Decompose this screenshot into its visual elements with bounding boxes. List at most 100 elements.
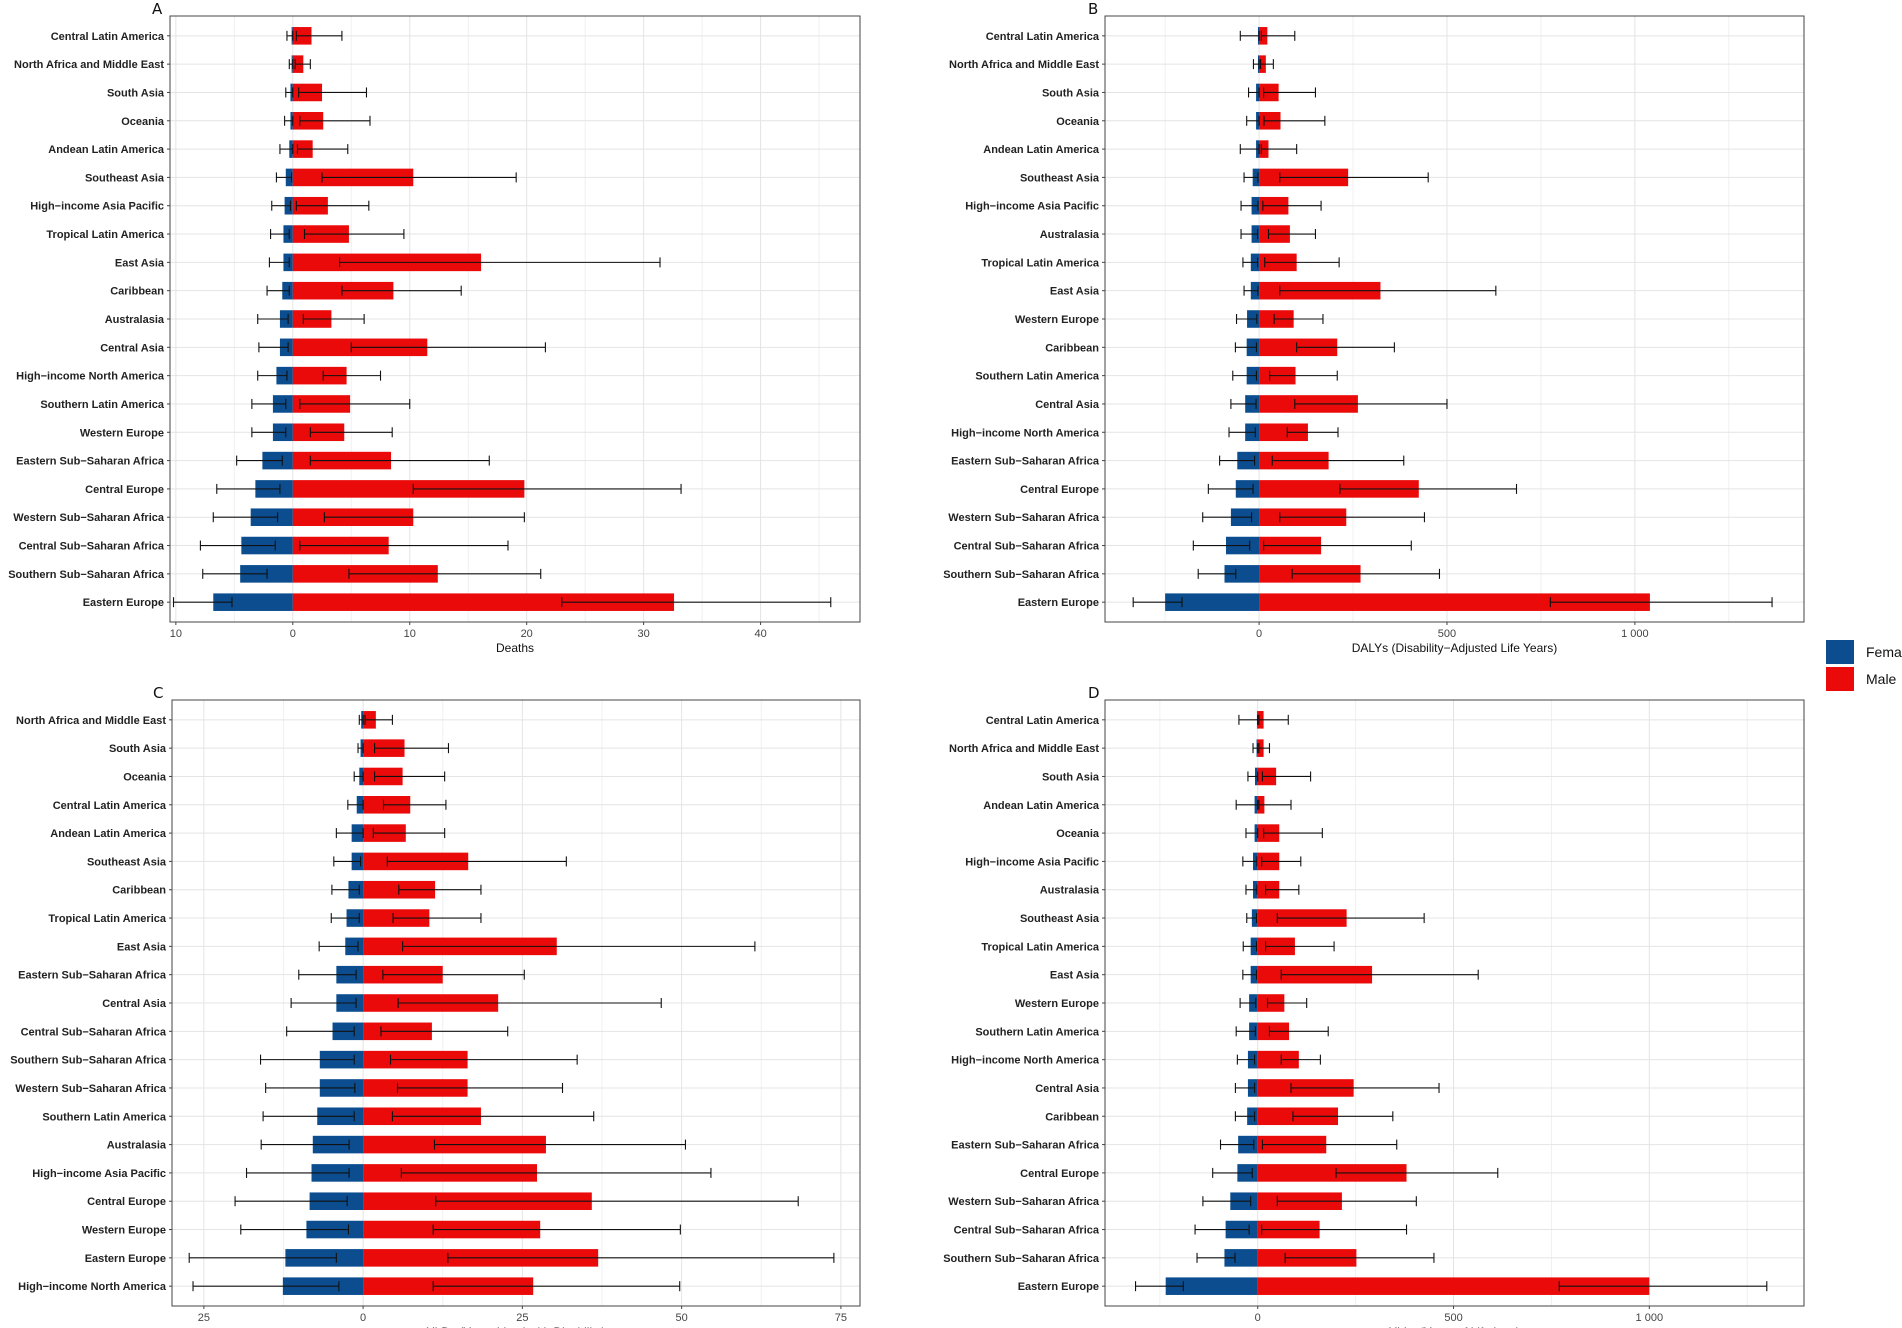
category-label: Western Sub−Saharan Africa <box>948 512 1100 524</box>
category-label: Western Sub−Saharan Africa <box>13 512 165 524</box>
category-label: Central Latin America <box>986 715 1100 727</box>
category-label: Eastern Europe <box>83 597 164 609</box>
category-label: Central Europe <box>85 484 164 496</box>
bar-female <box>1165 1277 1258 1295</box>
category-label: South Asia <box>107 87 165 99</box>
category-label: Central Asia <box>100 342 165 354</box>
category-label: East Asia <box>1050 970 1100 982</box>
x-tick-label: 0 <box>1255 1312 1261 1324</box>
x-tick-label: 50 <box>676 1312 688 1324</box>
category-label: North Africa and Middle East <box>14 59 164 71</box>
bar-male <box>1259 480 1419 498</box>
x-tick-label: 1 000 <box>1636 1312 1664 1324</box>
category-label: East Asia <box>1050 286 1100 298</box>
panel-b: Central Latin America North Africa and Mi… <box>943 0 1805 655</box>
category-label: Central Latin America <box>986 31 1100 43</box>
category-label: Eastern Sub−Saharan Africa <box>951 1140 1100 1152</box>
category-label: Australasia <box>105 314 165 326</box>
category-label: North Africa and Middle East <box>949 59 1099 71</box>
x-tick-label: 500 <box>1438 628 1456 640</box>
category-label: Oceania <box>123 771 167 783</box>
panel-d: Central Latin America North Africa and Mi… <box>943 684 1805 1328</box>
x-axis-title: YLDs (Years Lived with Disability) <box>427 1325 606 1328</box>
category-label: High−income North America <box>16 371 165 383</box>
x-tick-label: 1 000 <box>1621 628 1649 640</box>
category-label: Andean Latin America <box>48 144 165 156</box>
bar-male <box>1259 593 1650 611</box>
category-label: Andean Latin America <box>983 144 1100 156</box>
bar-female <box>1165 593 1260 611</box>
category-label: Tropical Latin America <box>981 257 1099 269</box>
category-label: Southern Sub−Saharan Africa <box>943 569 1100 581</box>
category-label: Southeast Asia <box>87 856 167 868</box>
category-label: Southern Latin America <box>40 399 165 411</box>
category-label: Central Europe <box>87 1196 166 1208</box>
x-tick-label: 30 <box>638 628 650 640</box>
category-label: Caribbean <box>110 286 164 298</box>
category-label: Western Sub−Saharan Africa <box>15 1083 167 1095</box>
category-label: South Asia <box>1042 771 1100 783</box>
category-label: High−income North America <box>951 427 1100 439</box>
category-label: East Asia <box>115 257 165 269</box>
category-label: High−income Asia Pacific <box>965 856 1099 868</box>
category-label: Oceania <box>1056 116 1100 128</box>
legend-swatch-male <box>1826 667 1854 691</box>
bar-male <box>292 480 525 498</box>
category-label: Western Europe <box>82 1225 166 1237</box>
category-label: High−income North America <box>18 1281 167 1293</box>
category-label: Central Asia <box>102 998 167 1010</box>
category-label: Central Latin America <box>51 31 165 43</box>
bar-male <box>1257 1050 1299 1069</box>
category-label: East Asia <box>117 941 167 953</box>
category-label: Eastern Sub−Saharan Africa <box>16 456 165 468</box>
category-label: Southeast Asia <box>1020 913 1100 925</box>
panel-letter: B <box>1088 0 1098 18</box>
category-label: Oceania <box>121 116 165 128</box>
category-label: Caribbean <box>1045 1111 1099 1123</box>
panel-letter: A <box>152 0 163 18</box>
category-label: High−income Asia Pacific <box>32 1168 166 1180</box>
legend: Female Male <box>1826 640 1902 691</box>
category-label: North Africa and Middle East <box>949 743 1099 755</box>
category-label: Australasia <box>1040 229 1100 241</box>
bar-female <box>213 593 293 611</box>
bar-male <box>1257 1164 1407 1182</box>
category-label: Central Sub−Saharan Africa <box>19 541 165 553</box>
category-label: Western Sub−Saharan Africa <box>948 1196 1100 1208</box>
x-tick-label: 0 <box>290 628 296 640</box>
category-label: Southeast Asia <box>85 172 165 184</box>
bar-female <box>1224 565 1260 583</box>
category-label: Western Europe <box>1015 314 1099 326</box>
category-label: North Africa and Middle East <box>16 715 166 727</box>
category-label: Caribbean <box>112 885 166 897</box>
category-label: Eastern Europe <box>85 1253 166 1265</box>
category-label: Eastern Sub−Saharan Africa <box>951 456 1100 468</box>
category-label: Central Sub−Saharan Africa <box>21 1026 167 1038</box>
panel-letter: D <box>1088 684 1100 702</box>
category-label: Central Europe <box>1020 484 1099 496</box>
legend-label-female: Female <box>1866 644 1902 660</box>
legend-label-male: Male <box>1866 671 1897 687</box>
x-tick-label: 500 <box>1444 1312 1462 1324</box>
category-label: Southern Sub−Saharan Africa <box>10 1055 167 1067</box>
category-label: High−income Asia Pacific <box>30 201 164 213</box>
category-label: Central Asia <box>1035 1083 1100 1095</box>
x-axis-title: YLLs (Years of Life Lost) <box>1389 1325 1520 1328</box>
category-label: Central Sub−Saharan Africa <box>954 541 1100 553</box>
category-label: Southern Latin America <box>975 371 1100 383</box>
legend-swatch-female <box>1826 640 1854 664</box>
x-axis-title: DALYs (Disability−Adjusted Life Years) <box>1352 641 1558 655</box>
panel-a: Central Latin America North Africa and Mi… <box>8 0 861 655</box>
bar-female <box>1224 1249 1258 1267</box>
category-label: Caribbean <box>1045 342 1099 354</box>
x-tick-label: 10 <box>404 628 416 640</box>
category-label: Andean Latin America <box>983 800 1100 812</box>
category-label: High−income Asia Pacific <box>965 201 1099 213</box>
category-label: Eastern Europe <box>1018 597 1099 609</box>
panel-letter: C <box>153 684 163 702</box>
category-label: South Asia <box>1042 87 1100 99</box>
category-label: Central Latin America <box>53 800 167 812</box>
category-label: Oceania <box>1056 828 1100 840</box>
category-label: Southern Latin America <box>975 1026 1100 1038</box>
